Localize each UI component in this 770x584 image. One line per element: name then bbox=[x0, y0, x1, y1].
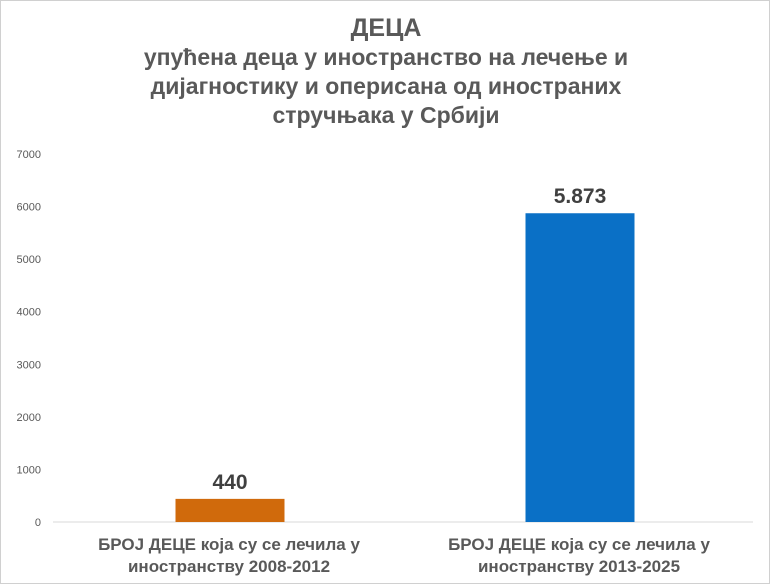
y-tick-label: 2000 bbox=[17, 412, 41, 424]
y-tick-label: 7000 bbox=[17, 149, 41, 161]
y-tick-label: 0 bbox=[35, 517, 41, 529]
data-label: 5.873 bbox=[554, 185, 607, 208]
y-tick-label: 5000 bbox=[17, 254, 41, 266]
chart-subtitle: упућена деца у иностранство на лечење и … bbox=[143, 44, 629, 128]
data-label: 440 bbox=[212, 471, 247, 494]
bar bbox=[175, 498, 285, 522]
y-tick-label: 1000 bbox=[17, 464, 41, 476]
category-label-1: БРОЈ ДЕЦЕ која су се лечила у иностранст… bbox=[98, 535, 360, 576]
chart-title: ДЕЦА bbox=[350, 14, 422, 42]
category-label-2: БРОЈ ДЕЦЕ која су се лечила у иностранст… bbox=[448, 535, 710, 576]
chart-title-block: ДЕЦА упућена деца у иностранство на лече… bbox=[1, 13, 769, 130]
y-tick-label: 4000 bbox=[17, 307, 41, 319]
bar bbox=[525, 213, 635, 523]
y-tick-label: 3000 bbox=[17, 359, 41, 371]
y-tick-label: 6000 bbox=[17, 202, 41, 214]
